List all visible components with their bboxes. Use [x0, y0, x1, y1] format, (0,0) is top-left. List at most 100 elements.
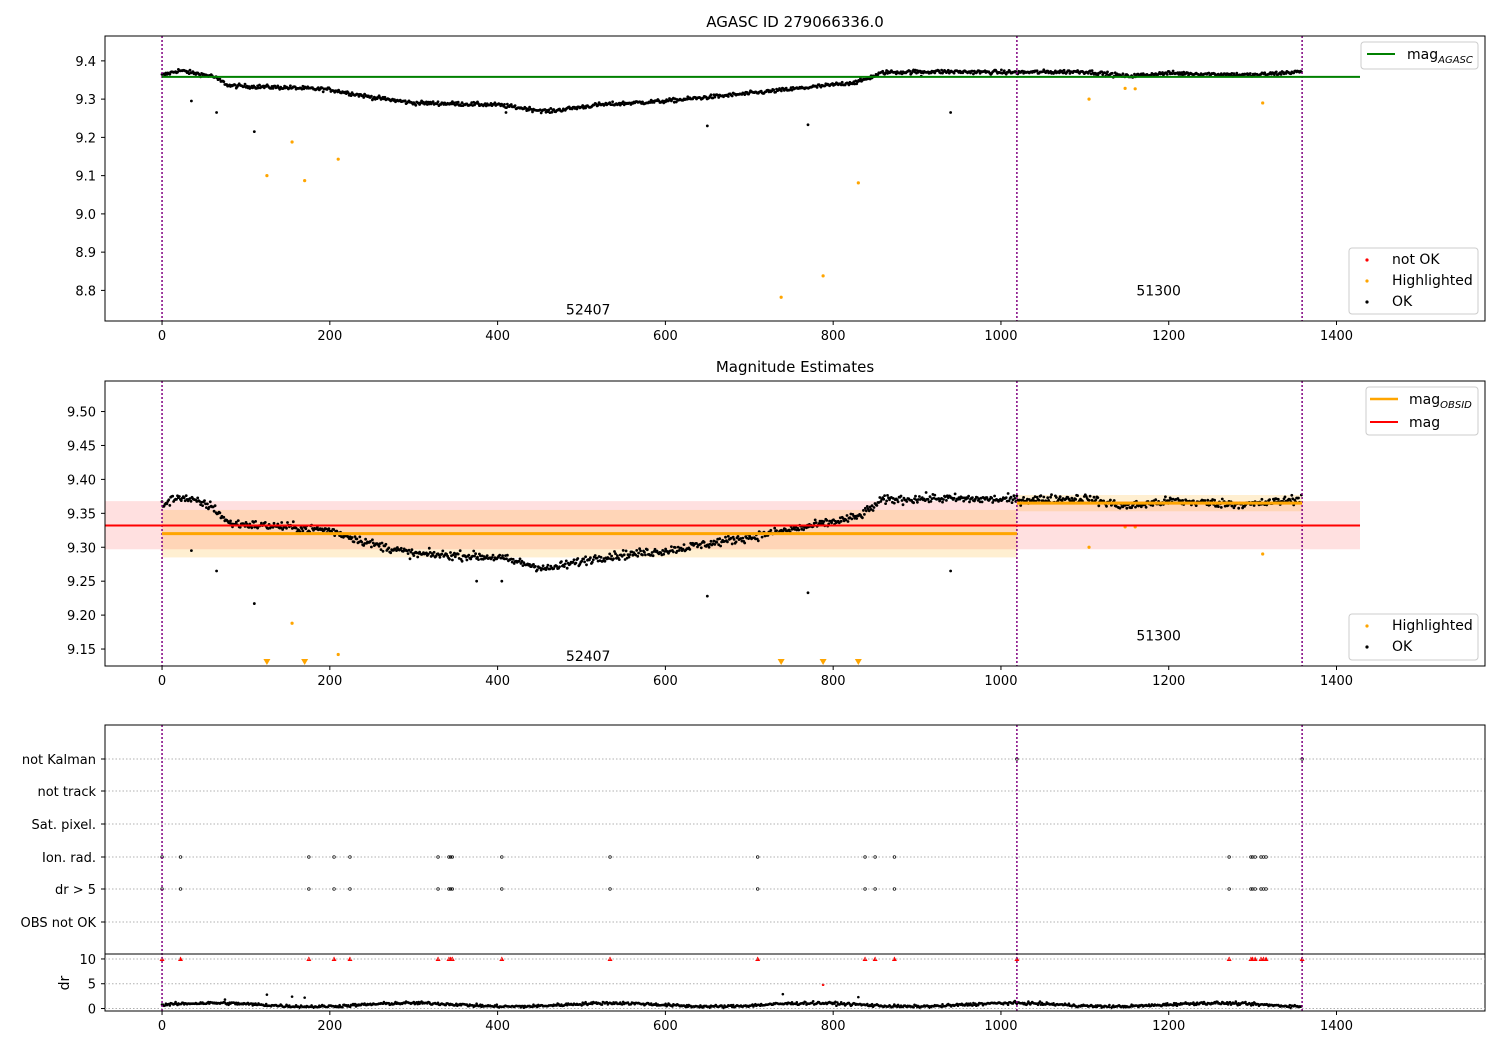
ok-point	[870, 504, 874, 508]
ok-point	[469, 557, 473, 561]
flag-label: Ion. rad.	[42, 851, 96, 866]
y-tick-label: 8.8	[75, 284, 96, 299]
ok-point	[427, 546, 431, 550]
x-tick-label: 0	[158, 1019, 166, 1034]
ok-point	[726, 95, 730, 98]
ok-point	[584, 555, 587, 559]
ok-point	[908, 69, 912, 73]
ok-point	[1219, 72, 1223, 76]
ok-point	[743, 93, 747, 96]
ok-point	[1110, 71, 1114, 75]
legend-marker	[1365, 300, 1369, 304]
dr-point	[223, 998, 227, 1001]
ok-point	[614, 552, 617, 556]
ok-point	[802, 528, 805, 532]
ok-point	[1046, 496, 1050, 500]
ok-point	[534, 565, 537, 568]
ok-point	[1171, 69, 1175, 73]
ok-point	[190, 99, 193, 103]
ok-point	[381, 549, 385, 553]
ok-point	[503, 557, 506, 561]
observation-boundaries	[161, 36, 1303, 321]
x-tick-label: 400	[485, 1019, 510, 1034]
ok-point	[436, 100, 440, 104]
ok-point	[1276, 497, 1280, 501]
ok-point	[815, 86, 819, 89]
y-tick-label: 9.50	[67, 406, 96, 421]
ok-point	[332, 528, 336, 531]
ok-point	[349, 94, 353, 97]
ok-point	[564, 559, 568, 563]
ok-point	[316, 525, 319, 529]
ok-point	[968, 500, 971, 504]
ok-point	[718, 537, 722, 541]
legend-box	[1348, 613, 1479, 661]
ok-point	[218, 77, 222, 81]
y-tick-label: 9.0	[75, 208, 96, 223]
ok-point	[1000, 498, 1004, 502]
ok-point	[252, 130, 256, 134]
flag-point	[1264, 855, 1268, 859]
dr-point	[971, 1004, 974, 1007]
ok-point	[576, 557, 580, 560]
ok-point	[681, 547, 685, 551]
flag-gridlines	[105, 758, 1485, 923]
ok-point	[1042, 495, 1046, 499]
ok-point	[176, 70, 179, 74]
ok-point	[1283, 495, 1287, 499]
dr-point	[1288, 1003, 1292, 1007]
flag-point	[307, 887, 311, 891]
y-axis: 9.15 9.20 9.25 9.30 9.35 9.40 9.45 9.50	[67, 406, 105, 658]
legend-label: OK	[1392, 639, 1413, 655]
legend-label: OK	[1392, 294, 1413, 310]
ok-point	[467, 553, 471, 557]
ok-point	[985, 496, 989, 499]
x-axis: 0 200 400 600 800 1000 1200 1400	[158, 1011, 1353, 1034]
ok-point	[884, 502, 887, 505]
flag-point	[450, 855, 454, 859]
ok-point	[222, 80, 226, 84]
ok-point	[1010, 501, 1014, 504]
ok-point	[980, 500, 984, 504]
ok-point	[213, 504, 217, 508]
dr-point	[1108, 1003, 1111, 1007]
ok-point	[550, 110, 554, 114]
dr-point	[870, 1002, 874, 1006]
ok-point	[465, 558, 469, 562]
ok-point	[547, 108, 551, 112]
ok-point	[353, 535, 357, 538]
ok-point	[562, 565, 566, 568]
ok-point	[1154, 498, 1158, 502]
ok-point	[327, 527, 331, 531]
y-tick-label: 9.35	[67, 507, 96, 522]
ok-point	[513, 104, 517, 107]
ok-point	[263, 521, 267, 524]
dr-clipped-marker	[347, 956, 353, 961]
y-tick-label: 9.15	[67, 643, 96, 658]
ok-point	[914, 494, 917, 498]
legend-top: magAGASC	[1360, 41, 1479, 70]
ok-point	[1167, 499, 1171, 502]
flag-point	[450, 887, 454, 891]
ok-point	[885, 499, 888, 503]
dr-point	[1249, 1004, 1253, 1007]
ok-point	[610, 554, 613, 558]
flags-panel: not Kalman not track Sat. pixel. Ion. rad. d…	[21, 724, 1486, 1034]
x-tick-label: 200	[317, 674, 342, 689]
ok-point	[511, 557, 515, 561]
ok-point	[637, 551, 640, 555]
x-tick-label: 600	[653, 1019, 678, 1034]
ok-point	[916, 500, 919, 504]
ok-point	[552, 108, 556, 111]
ok-point	[952, 496, 956, 500]
flag-point	[448, 887, 453, 891]
dr-point	[168, 1004, 172, 1007]
dr-clipped-marker	[331, 956, 337, 961]
flag-point	[1227, 887, 1231, 891]
ok-point	[1006, 492, 1010, 495]
ok-point	[243, 82, 247, 86]
ok-point	[1058, 495, 1062, 498]
ok-point	[883, 494, 886, 497]
highlighted-point	[821, 274, 825, 278]
